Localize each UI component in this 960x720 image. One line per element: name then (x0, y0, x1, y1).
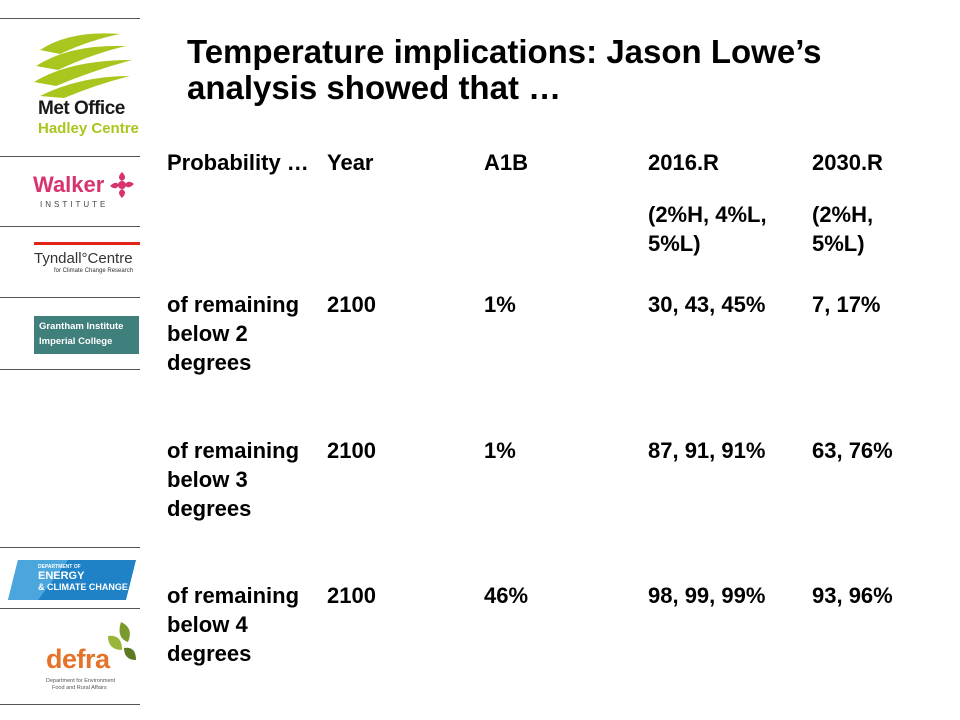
divider (0, 297, 140, 298)
divider (0, 608, 140, 609)
table-cell-year: 2100 (327, 292, 376, 317)
table-row-label: of remaining below 4 degrees (167, 583, 300, 666)
tyndall-bar (34, 242, 140, 245)
tyndall-subtitle: for Climate Change Research (54, 268, 134, 274)
divider (0, 156, 140, 157)
header-probability: Probability … (167, 150, 309, 175)
divider (0, 226, 140, 227)
divider (0, 18, 140, 19)
subheader-2030r: (2%H, 5%L) (812, 202, 874, 256)
met-office-logo: Met Office Hadley Centre (0, 22, 140, 152)
table-cell-year: 2100 (327, 583, 376, 608)
grantham-badge: Grantham Institute Imperial College (34, 316, 139, 354)
table-cell-2016r: 98, 99, 99% (648, 583, 766, 608)
hadley-centre-name: Hadley Centre (38, 120, 139, 137)
table-cell-a1b: 1% (484, 438, 516, 463)
walker-subtitle: INSTITUTE (40, 200, 109, 209)
defra-leaf-icon (108, 622, 136, 660)
table-cell-year: 2100 (327, 438, 376, 463)
table-cell-2030r: 93, 96% (812, 583, 893, 608)
header-a1b: A1B (484, 150, 529, 175)
walker-flower-icon (110, 172, 134, 198)
met-office-wave-icon (34, 33, 132, 98)
divider (0, 704, 140, 705)
decc-energy: ENERGY (38, 570, 85, 582)
slide-title: Temperature implications: Jason Lowe’s a… (187, 33, 822, 106)
header-year: Year (327, 150, 374, 175)
tyndall-name: Tyndall°Centre (34, 250, 133, 267)
decc-background (8, 560, 136, 600)
divider (0, 369, 140, 370)
defra-subtitle-2: Food and Rural Affairs (52, 685, 107, 691)
table-row-label: of remaining below 2 degrees (167, 292, 300, 375)
table-cell-2030r: 7, 17% (812, 292, 881, 317)
defra-name: defra (46, 644, 110, 674)
subheader-2016r: (2%H, 4%L, 5%L) (648, 202, 767, 256)
met-office-name: Met Office (38, 98, 125, 119)
header-2030r: 2030.R (812, 150, 883, 175)
grantham-name: Grantham Institute (39, 321, 124, 332)
tyndall-centre-logo: Tyndall°Centre for Climate Change Resear… (0, 230, 140, 294)
walker-institute-logo: Walker INSTITUTE (0, 160, 140, 222)
logo-sidebar: Met Office Hadley Centre Walker INSTITUT… (0, 0, 140, 720)
table-cell-a1b: 1% (484, 292, 516, 317)
decc-logo: DEPARTMENT OF ENERGY & CLIMATE CHANGE (0, 558, 140, 600)
table-row-label: of remaining below 3 degrees (167, 438, 300, 521)
table-cell-2030r: 63, 76% (812, 438, 893, 463)
grantham-subtitle: Imperial College (39, 336, 113, 347)
defra-subtitle-1: Department for Environment (46, 678, 116, 684)
decc-dept: DEPARTMENT OF (38, 564, 81, 570)
table-cell-2016r: 87, 91, 91% (648, 438, 766, 463)
decc-climate: & CLIMATE CHANGE (38, 582, 128, 592)
table-cell-a1b: 46% (484, 583, 529, 608)
walker-name: Walker (33, 172, 105, 197)
defra-logo: defra Department for Environment Food an… (0, 614, 140, 700)
table-cell-2016r: 30, 43, 45% (648, 292, 766, 317)
header-2016r: 2016.R (648, 150, 719, 175)
grantham-institute-logo: Grantham Institute Imperial College (0, 316, 140, 356)
divider (0, 547, 140, 548)
